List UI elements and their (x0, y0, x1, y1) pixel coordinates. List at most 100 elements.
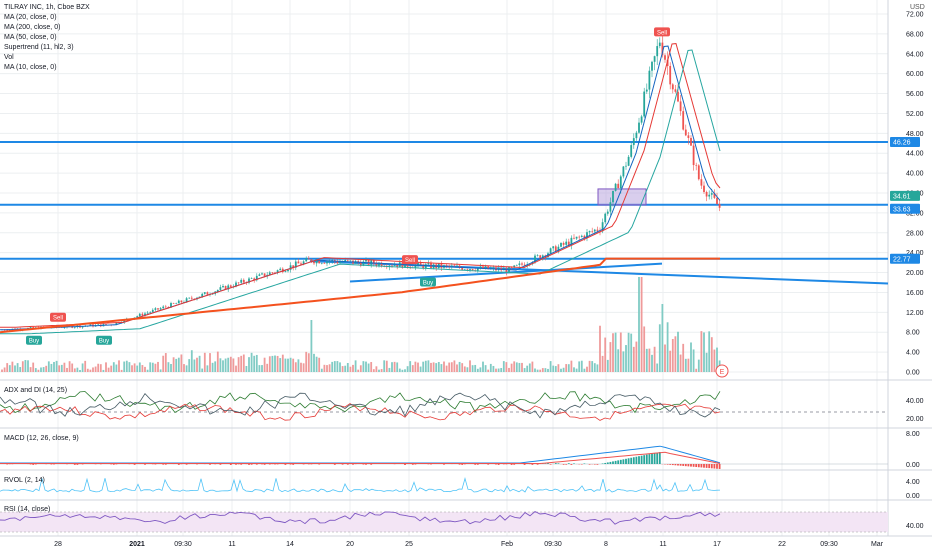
candle-body (149, 312, 152, 313)
candle-body (718, 204, 721, 208)
volume-bar (440, 364, 443, 372)
volume-bar (684, 358, 687, 372)
candle-body (687, 135, 690, 138)
candle-body (591, 231, 594, 232)
volume-bar (235, 365, 237, 372)
candle-body (612, 190, 614, 203)
volume-bar (229, 356, 232, 372)
macd-histogram-bar (341, 464, 344, 465)
price-tick-label: 32.00 (906, 210, 924, 217)
volume-bar (648, 348, 651, 372)
volume-bar (601, 355, 604, 372)
volume-bar (515, 362, 518, 372)
volume-bar (84, 360, 87, 372)
volume-bar (242, 354, 245, 372)
time-tick-label: 11 (659, 541, 666, 548)
adx-legend[interactable]: ADX and DI (14, 25) (4, 387, 68, 394)
macd-histogram-bar (476, 464, 479, 465)
price-tag-bg (890, 190, 920, 201)
macd-histogram-bar (565, 464, 568, 465)
volume-bar (523, 368, 526, 372)
volume-bar (118, 360, 120, 372)
candle-body (638, 122, 640, 133)
candle-body (349, 260, 352, 262)
volume-bar (289, 357, 292, 372)
legend-ma20[interactable]: MA (20, close, 0) (4, 14, 57, 21)
volume-bar (674, 336, 677, 372)
candle-body (206, 292, 209, 295)
volume-bar (318, 357, 321, 372)
volume-bar (258, 365, 261, 372)
candle-body (328, 261, 331, 262)
volume-bar (71, 363, 74, 372)
macd-histogram-bar (671, 464, 674, 466)
macd-histogram-bar (638, 456, 640, 464)
candle-body (471, 269, 474, 271)
volume-bar (27, 360, 29, 372)
candle-body (716, 197, 718, 205)
price-tick-label: 12.00 (906, 310, 924, 317)
macd-histogram-bar (318, 464, 321, 465)
volume-bar (40, 367, 42, 372)
macd-histogram-bar (523, 464, 526, 465)
volume-bar (367, 363, 370, 372)
legend-ma200[interactable]: MA (200, close, 0) (4, 24, 61, 31)
macd-histogram-bar (703, 464, 705, 468)
volume-bar (692, 349, 695, 372)
candle-body (159, 308, 162, 310)
candle-body (614, 183, 617, 191)
candle-body (445, 265, 448, 266)
rsi-legend[interactable]: RSI (14, close) (4, 506, 51, 513)
volume-bar (671, 339, 674, 372)
volume-bar (307, 353, 310, 372)
volume-bar (578, 361, 581, 372)
candle-body (466, 269, 469, 271)
candle-body (619, 176, 622, 189)
price-tag-label: 46.26 (893, 139, 911, 146)
candle-body (560, 242, 562, 247)
macd-histogram-bar (679, 464, 682, 466)
candle-body (417, 262, 419, 265)
candle-body (380, 262, 383, 267)
legend-vol[interactable]: Vol (4, 54, 14, 61)
volume-bar (656, 363, 659, 372)
candle-body (157, 308, 159, 310)
volume-bar (456, 364, 458, 372)
buy-signal-bg (96, 335, 112, 345)
candle-body (588, 231, 591, 233)
macd-histogram-bar (640, 455, 643, 464)
candle-body (643, 91, 646, 117)
macd-histogram-bar (268, 464, 271, 465)
candle-body (63, 327, 66, 329)
volume-bar (333, 361, 336, 372)
volume-bar (305, 351, 308, 372)
volume-bar (370, 362, 373, 372)
volume-bar (344, 365, 347, 372)
candle-body (658, 42, 661, 47)
legend-supertrend[interactable]: Supertrend (11, hl2, 3) (4, 44, 74, 51)
macd-legend[interactable]: MACD (12, 26, close, 9) (4, 435, 79, 442)
volume-bar (79, 369, 81, 372)
volume-bar (593, 363, 596, 372)
volume-bar (274, 355, 276, 372)
candle-body (606, 211, 609, 214)
legend-ma50[interactable]: MA (50, close, 0) (4, 34, 57, 41)
macd-histogram-bar (346, 464, 349, 465)
legend-ma10[interactable]: MA (10, close, 0) (4, 64, 57, 71)
volume-bar (266, 363, 269, 372)
macd-histogram-bar (567, 463, 570, 464)
volume-bar (167, 362, 170, 372)
sell-signal-bg (654, 27, 670, 37)
volume-bar (263, 357, 266, 372)
volume-bar (609, 342, 612, 372)
volume-bar (34, 368, 37, 372)
symbol-title[interactable]: TILRAY INC, 1h, Cboe BZX (4, 4, 90, 11)
rvol-legend[interactable]: RVOL (2, 14) (4, 477, 45, 484)
volume-bar (216, 351, 219, 372)
candle-body (476, 268, 479, 271)
volume-bar (339, 362, 341, 372)
candle-body (211, 293, 214, 295)
candle-body (320, 263, 323, 264)
volume-bar (617, 349, 620, 372)
